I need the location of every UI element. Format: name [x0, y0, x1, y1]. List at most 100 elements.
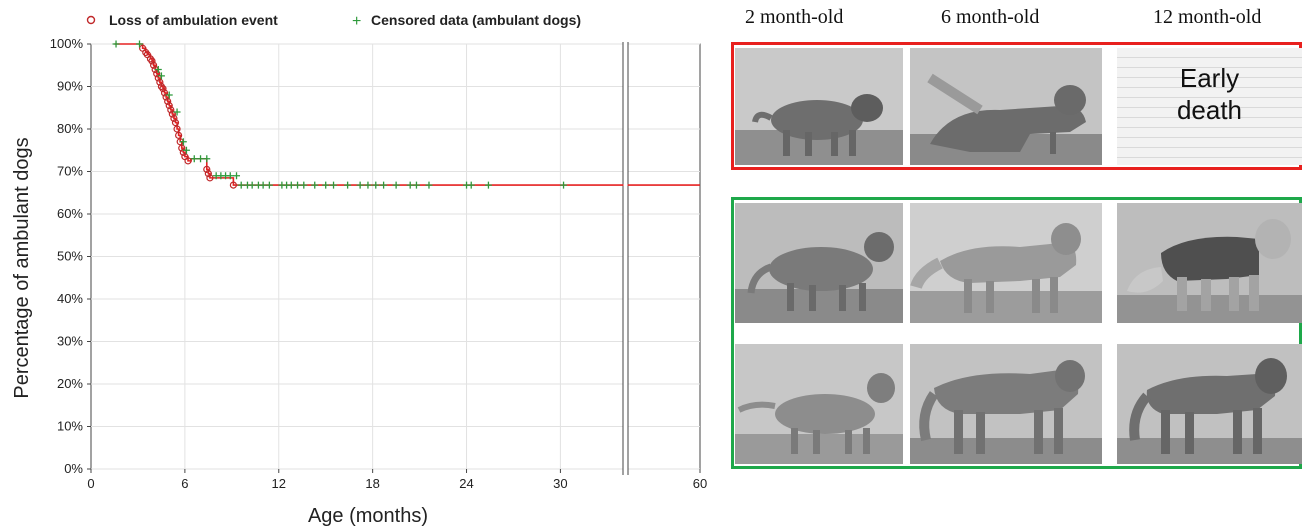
y-tick-label: 60% [57, 206, 83, 221]
y-axis-title: Percentage of ambulant dogs [11, 137, 33, 398]
dog-a-6-month-photo [910, 203, 1102, 323]
censored-marker [356, 181, 364, 189]
plot-area: 0% 10% 20% 30% 40% 50% 60% 70% 80% 90% 100% 0 6 12 18 2… [50, 36, 707, 491]
event-marker [171, 119, 180, 127]
censored-marker [233, 172, 241, 180]
censored-marker [203, 155, 211, 163]
legend-event-marker [86, 15, 96, 25]
event-marker [170, 114, 178, 122]
event-marker [149, 61, 158, 69]
y-tick-label: 0% [64, 461, 83, 476]
event-marker [204, 170, 212, 178]
y-tick-label: 70% [57, 164, 83, 179]
x-tick-label: 30 [553, 476, 567, 491]
censored-marker [425, 181, 433, 189]
censored-marker [330, 181, 338, 189]
x-axis-title: Age (months) [308, 505, 428, 527]
ambulant-dogs-panel [731, 197, 1302, 469]
y-tick-label: 10% [57, 419, 83, 434]
column-label-2-month: 2 month-old [745, 6, 844, 28]
censored-marker [344, 181, 352, 189]
x-tick-label: 0 [87, 476, 94, 491]
censored-marker [294, 181, 302, 189]
censored-marker [392, 181, 400, 189]
censored-marker [322, 181, 330, 189]
event-marker [167, 106, 175, 114]
event-marker [206, 174, 214, 182]
censored-marker [165, 91, 173, 99]
y-tick-label: 80% [57, 121, 83, 136]
y-tick-label: 50% [57, 249, 83, 264]
censored-marker [173, 108, 181, 116]
censored-marker [412, 181, 420, 189]
early-death-line-1: Early [1179, 63, 1240, 93]
x-tick-label: 24 [459, 476, 473, 491]
event-marker [175, 131, 183, 139]
censored-marker [237, 181, 245, 189]
censored-marker [311, 181, 319, 189]
event-marker [153, 70, 161, 78]
event-marker [164, 97, 172, 105]
dog-a-12-month-photo [1117, 203, 1302, 323]
censored-marker [190, 155, 198, 163]
censored-marker [380, 181, 388, 189]
y-tick-label: 100% [50, 36, 84, 51]
dog-b-12-month-photo [1117, 344, 1302, 464]
event-marker [173, 125, 181, 133]
y-tick-label: 20% [57, 376, 83, 391]
censored-marker [467, 181, 475, 189]
survival-chart: Loss of ambulation event + Censored data… [11, 12, 707, 527]
early-death-box: Early death [1117, 48, 1302, 165]
censored-marker [112, 40, 120, 48]
censored-marker [560, 181, 568, 189]
column-label-12-month: 12 month-old [1153, 6, 1262, 28]
censored-marker [406, 181, 414, 189]
censored-marker [300, 181, 308, 189]
event-marker [148, 57, 156, 65]
column-label-6-month: 6 month-old [941, 6, 1040, 28]
event-marker [156, 78, 164, 86]
chart-legend: Loss of ambulation event + Censored data… [86, 12, 581, 30]
censored-marker [157, 72, 165, 80]
event-marker [203, 165, 211, 173]
legend-censored-marker: + [352, 13, 361, 30]
censored-marker [226, 172, 234, 180]
y-tick-label: 40% [57, 291, 83, 306]
x-tick-label: 18 [365, 476, 379, 491]
event-marker [184, 157, 192, 165]
puppy-6-month-photo [910, 48, 1102, 165]
early-death-line-2: death [1176, 95, 1243, 125]
censored-marker [259, 181, 267, 189]
event-marker [229, 181, 237, 189]
censored-marker [364, 181, 372, 189]
early-death-label: Early death [1117, 62, 1302, 126]
censored-marker [265, 181, 273, 189]
censored-marker [372, 181, 380, 189]
event-marker [160, 89, 169, 97]
censored-marker [484, 181, 492, 189]
y-tick-label: 30% [57, 334, 83, 349]
event-marker [159, 85, 167, 93]
axis-break-gap [623, 42, 628, 475]
y-tick-label: 90% [57, 79, 83, 94]
dog-b-2-month-photo [735, 344, 903, 464]
censored-marker [179, 138, 187, 146]
puppy-2-month-photo [735, 48, 903, 165]
dog-b-6-month-photo [910, 344, 1102, 464]
x-tick-label: 12 [272, 476, 286, 491]
censored-marker [182, 146, 190, 154]
censored-marker [287, 181, 295, 189]
x-tick-label: 60 [693, 476, 707, 491]
curve-break-gap [623, 180, 628, 193]
event-marker [178, 144, 186, 152]
event-marker [168, 110, 176, 118]
censored-marker [248, 181, 256, 189]
dog-a-2-month-photo [735, 203, 903, 323]
legend-censored-label: Censored data (ambulant dogs) [371, 12, 581, 28]
censored-marker [154, 66, 162, 73]
legend-event-label: Loss of ambulation event [109, 12, 278, 28]
event-marker [165, 102, 173, 110]
censored-marker [197, 155, 205, 163]
censored-marker [136, 40, 144, 48]
x-tick-label: 6 [181, 476, 188, 491]
